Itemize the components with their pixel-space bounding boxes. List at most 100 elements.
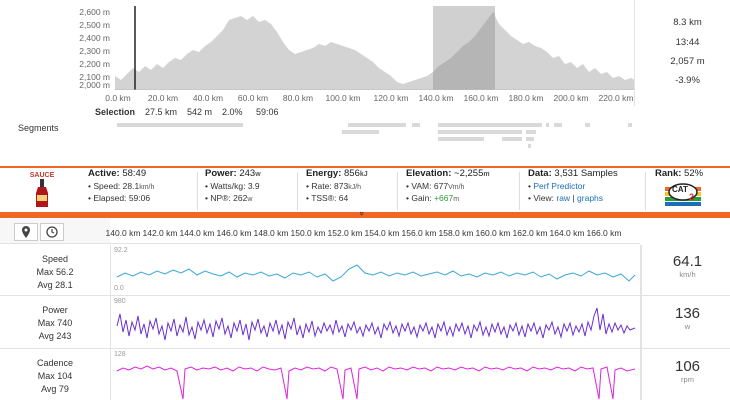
tss-line: • TSS®: 64 xyxy=(306,193,349,203)
perf-predictor-link[interactable]: Perf Predictor xyxy=(533,181,586,191)
axis-tick: 142.0 km xyxy=(142,228,178,238)
stream-max: Max 740 xyxy=(37,318,73,328)
expand-chevron-icon[interactable]: » xyxy=(357,211,367,216)
axis-tick: 166.0 km xyxy=(586,228,622,238)
y-tick: 2,000 m xyxy=(79,80,110,90)
rank-panel: Rank: 52% CAT 2 xyxy=(655,168,725,210)
elevation-chart[interactable]: 2,600 m 2,500 m 2,400 m 2,300 m 2,200 m … xyxy=(0,0,640,106)
axis-tick: 150.0 km xyxy=(290,228,326,238)
axis-tick: 164.0 km xyxy=(549,228,585,238)
segment-bar[interactable] xyxy=(526,137,534,141)
segment-bar[interactable] xyxy=(554,123,562,127)
map-marker-icon[interactable] xyxy=(14,223,38,241)
x-tick: 200.0 km xyxy=(553,93,589,103)
axis-tick: 152.0 km xyxy=(327,228,363,238)
expand-bar[interactable]: » xyxy=(0,211,730,218)
x-tick: 40.0 km xyxy=(192,93,224,103)
power-heading: Power: 243w xyxy=(205,168,261,179)
segment-bar[interactable] xyxy=(348,123,406,127)
segment-bar[interactable] xyxy=(342,130,379,134)
selection-area xyxy=(433,12,495,90)
segment-bar[interactable] xyxy=(546,123,549,127)
y-max: 980 xyxy=(114,298,126,305)
cadence-line xyxy=(116,365,636,400)
segment-bar[interactable] xyxy=(412,123,420,127)
clock-icon[interactable] xyxy=(40,223,64,241)
segment-bar[interactable] xyxy=(502,137,522,141)
x-tick: 20.0 km xyxy=(147,93,179,103)
selection-time: 59:06 xyxy=(256,107,279,117)
summary-bar: SAUCE Active: 58:49 • Speed: 28.1km/h • … xyxy=(0,166,730,214)
elevation-area xyxy=(115,12,635,90)
segment-bar[interactable] xyxy=(585,123,590,127)
x-tick: 80.0 km xyxy=(282,93,314,103)
energy-heading: Energy: 856kJ xyxy=(306,168,368,179)
x-tick: 60.0 km xyxy=(237,93,269,103)
stream-max: Max 104 xyxy=(37,371,73,381)
segment-bar[interactable] xyxy=(438,130,522,134)
stream-row-cadence[interactable]: Cadence Max 104 Avg 79 128 106 rpm xyxy=(0,349,730,400)
segment-bar[interactable] xyxy=(438,123,542,127)
stream-toolbar xyxy=(0,219,110,244)
selection-label: Selection xyxy=(95,107,136,117)
selection-side-stats: 8.3 km 13:44 2,057 m -3.9% xyxy=(634,0,730,106)
rank-heading: Rank: 52% xyxy=(655,168,704,179)
segment-bar[interactable] xyxy=(628,123,632,127)
x-tick: 100.0 km xyxy=(325,93,361,103)
axis-tick: 146.0 km xyxy=(216,228,252,238)
view-raw-link[interactable]: raw xyxy=(556,193,571,203)
selection-grade: 2.0% xyxy=(222,107,243,117)
np-line: • NP®: 262w xyxy=(205,193,253,203)
y-min: 0.0 xyxy=(114,285,124,292)
x-tick: 0.0 km xyxy=(105,93,131,103)
segment-bar[interactable] xyxy=(117,123,243,127)
energy-panel: Energy: 856kJ • Rate: 873kJ/h • TSS®: 64 xyxy=(306,168,368,210)
stat-distance: 8.3 km xyxy=(673,17,702,28)
stream-title: Cadence xyxy=(36,358,74,368)
segments-label: Segments xyxy=(18,123,59,133)
stream-avg: Avg 79 xyxy=(41,384,69,394)
axis-tick: 156.0 km xyxy=(401,228,437,238)
data-panel: Data: 3,531 Samples • Perf Predictor • V… xyxy=(528,168,618,203)
x-tick: 180.0 km xyxy=(508,93,544,103)
stream-current-value: 64.1 xyxy=(672,253,703,270)
segment-bar[interactable] xyxy=(526,130,536,134)
vam-line: • VAM: 677Vm/h xyxy=(406,181,465,191)
speed-line: • Speed: 28.1km/h xyxy=(88,181,155,191)
axis-tick: 144.0 km xyxy=(179,228,215,238)
stream-title: Speed xyxy=(41,254,69,264)
stat-time: 13:44 xyxy=(675,37,700,48)
wkg-line: • Watts/kg: 3.9 xyxy=(205,181,260,191)
segment-bar[interactable] xyxy=(438,137,484,141)
stream-row-speed[interactable]: Speed Max 56.2 Avg 28.1 92.2 0.0 64.1 km… xyxy=(0,245,730,296)
axis-tick: 158.0 km xyxy=(438,228,474,238)
y-tick: 2,600 m xyxy=(79,7,110,17)
stream-current: 64.1 km/h xyxy=(645,253,730,279)
segment-bar[interactable] xyxy=(528,144,531,148)
elevation-panel: Elevation: ~2,255m • VAM: 677Vm/h • Gain… xyxy=(406,168,490,210)
axis-tick: 160.0 km xyxy=(475,228,511,238)
view-graphs-link[interactable]: graphs xyxy=(577,193,604,203)
stat-elevation: 2,057 m xyxy=(670,56,705,67)
axis-tick: 154.0 km xyxy=(364,228,400,238)
stream-unit: km/h xyxy=(679,270,696,279)
active-heading: Active: 58:49 xyxy=(88,168,147,179)
stream-unit: rpm xyxy=(681,375,694,384)
x-tick: 140.0 km xyxy=(418,93,454,103)
y-max: 128 xyxy=(114,351,126,358)
y-tick: 2,500 m xyxy=(79,20,110,30)
stream-current: 136 w xyxy=(645,305,730,331)
stream-avg: Avg 28.1 xyxy=(37,280,73,290)
sauce-logo-text: SAUCE xyxy=(29,172,55,179)
y-tick: 2,400 m xyxy=(79,33,110,43)
stream-row-power[interactable]: Power Max 740 Avg 243 980 136 w xyxy=(0,296,730,349)
rank-badge-icon[interactable]: CAT 2 xyxy=(665,181,701,207)
power-line xyxy=(116,307,636,341)
segments-section: Segments xyxy=(0,121,730,163)
stream-distance-axis: 140.0 km 142.0 km 144.0 km 146.0 km 148.… xyxy=(106,219,640,244)
sauce-bottle-icon xyxy=(36,179,48,207)
sauce-logo: SAUCE xyxy=(22,172,62,211)
active-panel: Active: 58:49 • Speed: 28.1km/h • Elapse… xyxy=(88,168,154,210)
stat-grade: -3.9% xyxy=(675,75,700,86)
axis-tick: 148.0 km xyxy=(253,228,289,238)
